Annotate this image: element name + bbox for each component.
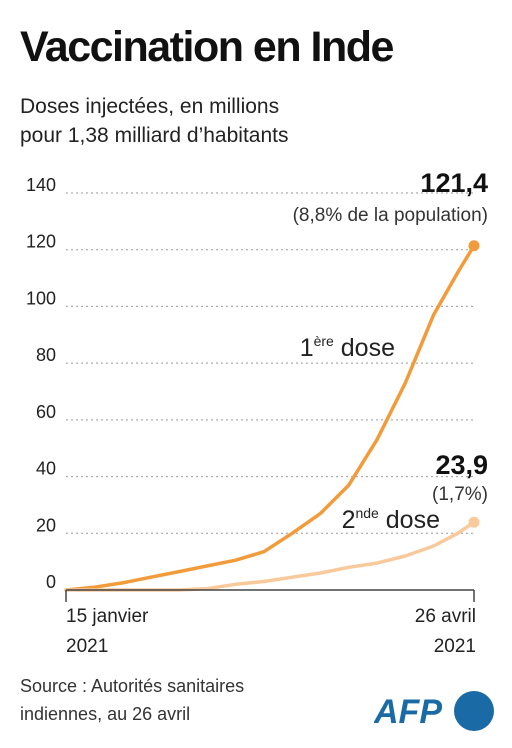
subtitle-line-2: pour 1,38 milliard d’habitants	[20, 124, 289, 147]
chart-subtitle: Doses injectées, en millions pour 1,38 m…	[20, 92, 289, 150]
afp-logo: AFP	[374, 691, 494, 731]
series-lines	[64, 240, 480, 592]
series-1-end-value: 121,4	[420, 168, 488, 198]
series-2-end-note: (1,7%)	[432, 484, 488, 505]
series-line-1	[64, 243, 476, 592]
subtitle-line-1: Doses injectées, en millions	[20, 95, 280, 118]
y-tick-label: 60	[36, 402, 56, 422]
source-line-2: indiennes, au 26 avril	[20, 704, 191, 724]
series-1-end-note: (8,8% de la population)	[293, 205, 488, 226]
line-chart: 0 20 40 60 80 100 120 140 15 janvier 2021 26 avri…	[26, 168, 488, 657]
x-axis: 15 janvier 2021 26 avril 2021	[65, 589, 476, 657]
series-line-2	[64, 520, 476, 592]
x-tick-label-year: 2021	[66, 636, 108, 657]
y-tick-label: 140	[26, 175, 56, 195]
source-note: Source : Autorités sanitaires indiennes,…	[20, 672, 244, 728]
y-tick-label: 40	[36, 459, 56, 479]
y-tick-label: 100	[26, 288, 56, 308]
y-tick-label: 120	[26, 232, 56, 252]
series-1-label: 1ère dose	[300, 333, 395, 362]
chart-title: Vaccination en Inde	[20, 23, 394, 71]
afp-logo-circle	[454, 691, 494, 731]
series-2-label: 2nde dose	[342, 505, 440, 534]
source-line-1: Source : Autorités sanitaires	[20, 676, 245, 696]
series-2-end-value: 23,9	[435, 450, 488, 480]
x-tick-label: 26 avril	[415, 606, 476, 627]
x-tick-label: 15 janvier	[66, 606, 149, 627]
y-tick-labels: 0 20 40 60 80 100 120 140	[26, 175, 56, 592]
y-tick-label: 20	[36, 515, 56, 535]
x-tick-label-year: 2021	[434, 636, 476, 657]
afp-logo-text: AFP	[374, 693, 442, 731]
grid-lines	[66, 192, 474, 534]
series-end-point-1	[468, 240, 480, 252]
y-tick-label: 0	[46, 572, 56, 592]
annotations: 121,4 (8,8% de la population) 23,9 (1,7%) 1è…	[293, 168, 488, 534]
y-tick-label: 80	[36, 345, 56, 365]
series-end-point-2	[468, 516, 480, 528]
